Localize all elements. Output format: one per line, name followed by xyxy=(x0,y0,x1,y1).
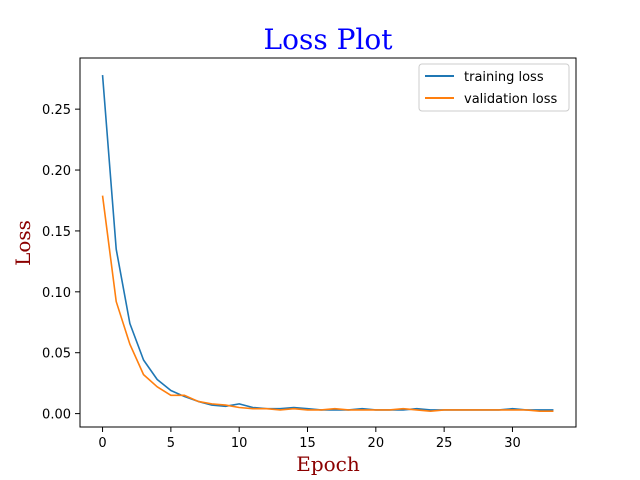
legend-box xyxy=(418,63,570,112)
y-tick-label: 0.05 xyxy=(42,347,71,362)
y-tick-label: 0.10 xyxy=(42,286,71,301)
x-tick-label: 15 xyxy=(299,436,316,451)
x-tick-label: 5 xyxy=(167,436,175,451)
legend-label: validation loss xyxy=(464,92,557,107)
legend-label: training loss xyxy=(464,70,544,85)
series-line-validation-loss xyxy=(101,195,554,412)
x-tick-label: 30 xyxy=(504,436,521,451)
legend: training loss validation loss xyxy=(418,63,570,112)
series-line-training-loss xyxy=(101,74,554,411)
x-tick-label: 25 xyxy=(436,436,453,451)
plot-frame xyxy=(79,57,577,428)
x-tick-label: 0 xyxy=(98,436,106,451)
x-tick-label: 20 xyxy=(368,436,385,451)
y-axis-ticks: 0.00 0.05 0.10 0.15 0.20 0.25 xyxy=(42,103,80,423)
x-axis-ticks: 0 5 10 15 20 25 30 xyxy=(98,427,521,451)
y-tick-label: 0.20 xyxy=(42,164,71,179)
y-tick-label: 0.25 xyxy=(42,103,71,118)
plot-area: 0 5 10 15 20 25 30 0.00 0.05 0.10 0.15 0.20 0.25 xyxy=(42,57,577,451)
x-tick-label: 10 xyxy=(231,436,248,451)
y-axis-label: Loss xyxy=(11,220,35,266)
x-axis-label: Epoch xyxy=(296,452,360,476)
y-tick-label: 0.15 xyxy=(42,225,71,240)
y-tick-label: 0.00 xyxy=(42,408,71,423)
chart-title: Loss Plot xyxy=(264,23,394,56)
series-lines xyxy=(101,74,554,412)
